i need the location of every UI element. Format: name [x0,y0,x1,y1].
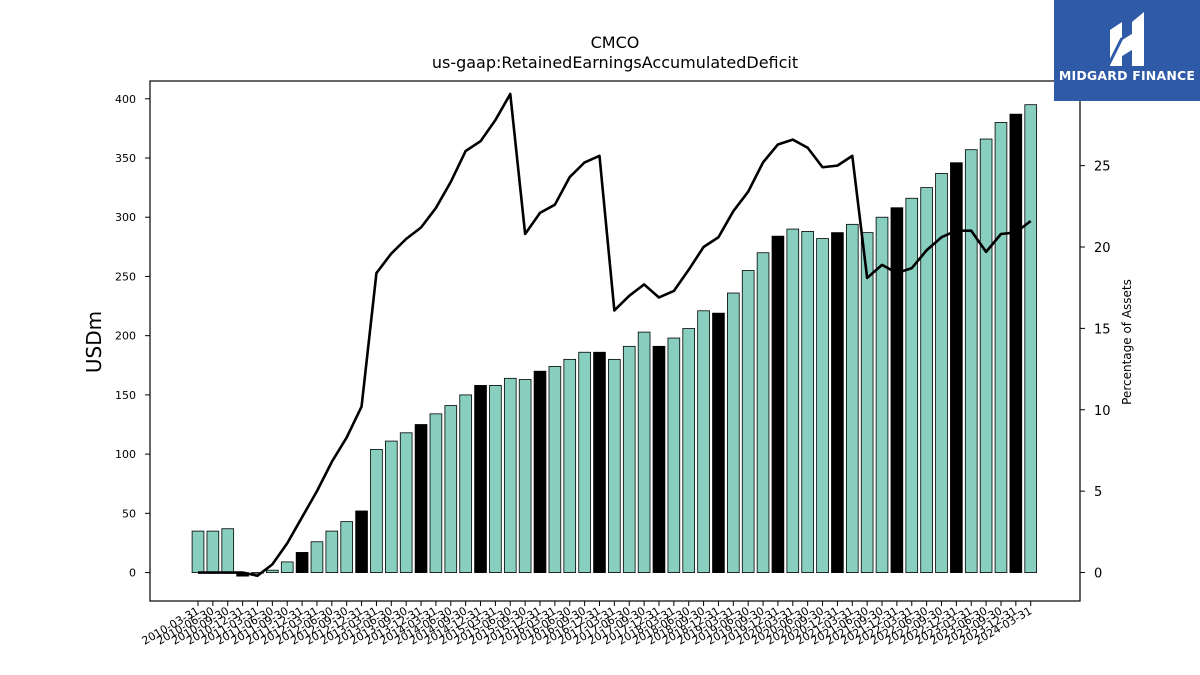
bar [979,138,993,573]
y-tick-label: 250 [115,270,136,283]
bar [712,312,725,573]
y-tick-label: 150 [115,389,136,402]
bar [563,358,577,573]
y2-tick-label: 15 [1094,322,1111,337]
y-axis-label: USDm [82,311,106,373]
bar [816,238,829,573]
y-tick-label: 300 [115,211,136,224]
bar [920,187,933,573]
bar [414,424,428,573]
bar [399,432,413,573]
series-line [198,92,1032,578]
bar [845,223,859,573]
bar [608,358,621,573]
y2-tick-label: 10 [1094,404,1111,419]
brand-name: MIDGARD FINANCE [1058,68,1196,83]
bar [697,310,710,573]
axes-group [149,80,1081,602]
bar [593,351,606,573]
y2-tick-label: 5 [1094,485,1102,500]
bar [325,530,339,573]
bar [994,122,1008,573]
bar [221,528,235,573]
bar [741,270,755,573]
y-tick-label: 0 [129,567,136,580]
bar [1024,104,1038,573]
y-tick-label: 50 [122,507,136,520]
midgard-logo-icon [1106,12,1144,66]
bar [1009,113,1023,573]
bar [503,377,517,573]
bar [667,337,681,573]
bar [875,216,889,573]
bar [295,552,309,573]
brand-logo: MIDGARD FINANCE [1054,0,1200,101]
bar [370,448,383,573]
bar [518,379,532,573]
y2-tick-label: 20 [1094,241,1111,256]
y-ticks-group: 0 50 100 150 200 250 300 350 400 [115,93,150,580]
bars-group [191,104,1038,577]
bar [280,561,294,573]
y-tick-label: 200 [115,330,136,343]
bar [637,331,651,573]
bar [340,521,353,573]
bar [578,351,591,573]
line-group [198,92,1032,578]
bar [756,252,770,573]
y-tick-label: 100 [115,448,136,461]
bar [355,510,368,573]
bar [548,366,562,573]
bar [860,232,874,573]
y2-tick-label: 0 [1094,567,1102,582]
bar [890,207,904,573]
bar [935,172,948,573]
bar [622,345,636,573]
bar [831,232,844,573]
bar [385,440,398,573]
y2-axis-label: Percentage of Assets [1120,279,1134,405]
bar [444,405,458,573]
bar [727,292,740,573]
bar [771,235,785,573]
y2-tick-label: 25 [1094,160,1111,175]
chart-subtitle: us-gaap:RetainedEarningsAccumulatedDefic… [432,53,798,72]
y2-ticks-group: 0 5 10 15 20 25 [1080,160,1111,582]
bar [459,394,472,573]
bar [786,228,800,573]
bar [682,328,696,573]
bar [652,345,666,573]
bar [950,162,963,573]
y-tick-label: 350 [115,152,136,165]
bar [206,530,220,573]
bar [474,385,487,573]
chart-title: CMCO [591,33,640,52]
bar [429,413,443,573]
y-tick-label: 400 [115,93,136,106]
bar [489,385,502,573]
bar [533,370,547,573]
bar [905,197,919,573]
bar [266,569,279,573]
x-ticks-group: 2010-03-312010-06-302010-09-302010-12-31… [140,601,1034,648]
bar [310,541,324,573]
plot-frame [149,80,1081,602]
bar [964,149,978,573]
bar [191,530,205,573]
bar [801,231,814,573]
